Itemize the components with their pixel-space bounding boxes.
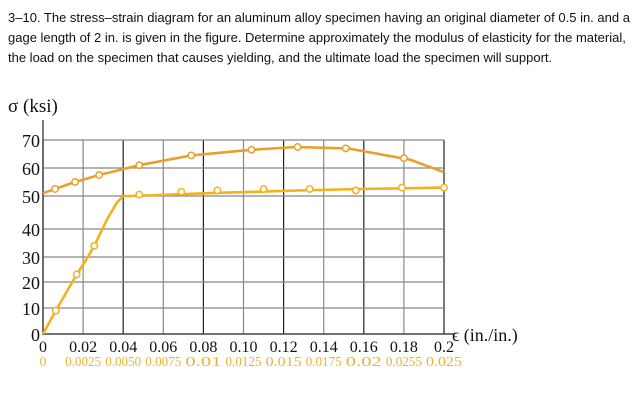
x-tick-label-secondary: 0.0255 [386, 355, 422, 370]
data-marker [90, 241, 99, 250]
y-tick-label: 50 [22, 187, 40, 207]
x-tick-label-secondary: 0.0075 [145, 355, 181, 370]
x-tick-label-primary: 0.08 [189, 339, 217, 356]
data-marker [72, 270, 81, 279]
y-tick-label: 20 [22, 273, 40, 293]
y-tick-label: 40 [22, 220, 40, 240]
data-marker [293, 143, 302, 151]
data-marker [397, 183, 406, 192]
x-tick-label-secondary: 0.0025 [65, 355, 101, 370]
y-tick-label: 60 [22, 159, 40, 179]
x-tick-label-secondary: 0 [40, 355, 47, 370]
x-axis-label: ϵ (in./in.) [452, 325, 518, 346]
data-marker [399, 154, 408, 163]
x-tick-label-primary: 0.2 [434, 339, 454, 356]
x-tick-label-primary: 0.10 [230, 339, 258, 356]
x-tick-label-secondary: 0.015 [266, 355, 302, 370]
y-tick-label: 0 [31, 325, 40, 345]
data-marker [177, 187, 186, 196]
x-tick-label-primary: 0.06 [149, 339, 177, 356]
problem-text: 3–10. The stress–strain diagram for an a… [8, 10, 630, 65]
y-tick-label: 30 [22, 248, 40, 268]
data-marker [187, 151, 196, 160]
y-axis-label: σ (ksi) [8, 96, 58, 117]
x-tick-label-primary: 0.12 [270, 339, 298, 356]
x-tick-label-secondary: 0.01 [185, 355, 221, 370]
data-marker [351, 186, 360, 195]
data-marker [51, 306, 60, 315]
stress-strain-chart: σ (ksi) 0 10 20 30 40 50 60 70 0 0.02 0.04 0.06 0.08 0… [0, 92, 639, 401]
y-tick-label: 10 [22, 299, 40, 319]
x-tick-label-secondary: 0.0125 [226, 355, 262, 370]
x-tick-label-secondary: 0.025 [426, 355, 462, 370]
data-marker [51, 185, 59, 193]
data-marker [259, 185, 268, 193]
data-marker [95, 171, 104, 179]
data-marker [71, 178, 80, 186]
data-marker [247, 145, 256, 154]
data-marker [305, 185, 314, 193]
x-tick-label-secondary: 0.02 [346, 355, 382, 370]
lower-curve-elastic [41, 195, 125, 335]
x-tick-label-secondary: 0.0050 [105, 355, 141, 370]
data-marker [341, 144, 350, 153]
problem-statement: 3–10. The stress–strain diagram for an a… [8, 8, 633, 68]
x-tick-label-primary: 0.16 [350, 339, 378, 356]
data-marker [213, 186, 222, 195]
x-tick-label-primary: 0.14 [310, 339, 338, 356]
data-marker [135, 190, 144, 199]
x-tick-label-secondary: 0.0175 [306, 355, 342, 370]
y-tick-label: 70 [22, 131, 40, 151]
data-marker [135, 161, 144, 170]
x-tick-label-primary: 0 [39, 339, 47, 356]
x-tick-label-primary: 0.18 [390, 339, 418, 356]
data-marker [440, 183, 448, 192]
x-tick-label-primary: 0.02 [69, 339, 97, 356]
x-tick-label-primary: 0.04 [109, 339, 137, 356]
